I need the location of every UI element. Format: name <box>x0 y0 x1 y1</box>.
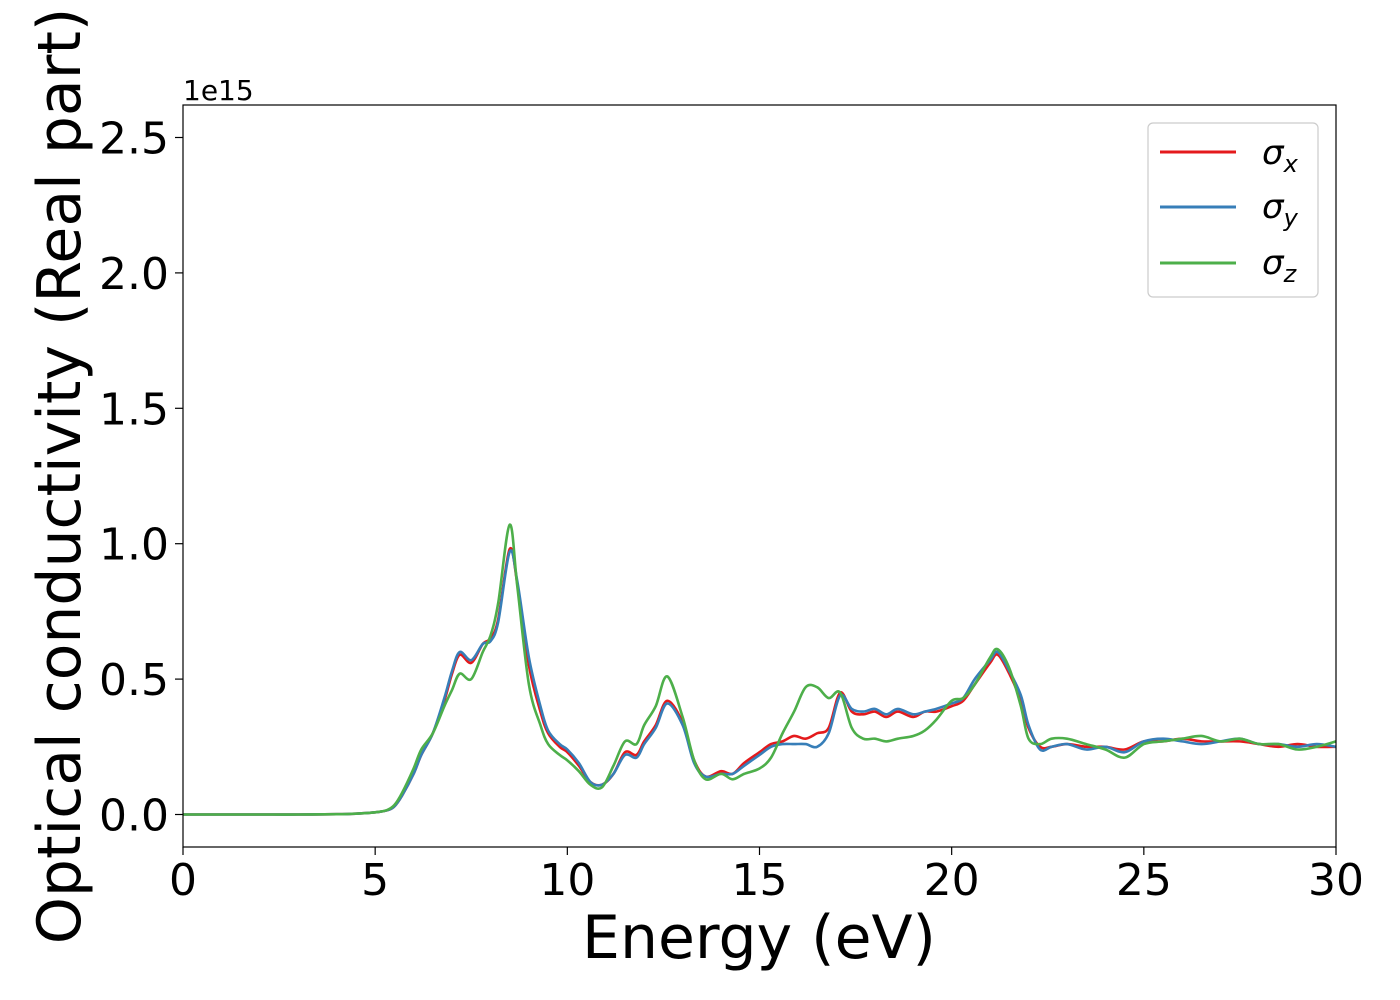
y-tick-label: 1.0 <box>99 520 169 571</box>
x-axis-title: Energy (eV) <box>582 903 936 973</box>
x-tick-label: 30 <box>1308 855 1364 906</box>
ticks-layer: 0 5 10 15 20 25 30 0.0 0.5 1.0 1.5 2.0 2.5 <box>99 113 1364 906</box>
y-axis-title: Optical conductivity (Real part) <box>25 8 95 945</box>
x-tick-label: 5 <box>361 855 389 906</box>
series-layer <box>183 523 1336 816</box>
y-tick-label: 2.0 <box>99 249 169 300</box>
y-tick-label: 0.0 <box>99 791 169 842</box>
y-tick-label: 1.5 <box>99 384 169 435</box>
y-offset-label: 1e15 <box>183 74 254 107</box>
legend-box <box>1147 122 1319 298</box>
series-line-sigma-z <box>183 523 1336 816</box>
x-tick-label: 10 <box>539 855 595 906</box>
legend: σx σy σz <box>1147 122 1319 298</box>
x-tick-label: 25 <box>1116 855 1172 906</box>
y-tick-label: 2.5 <box>99 113 169 164</box>
y-tick-label: 0.5 <box>99 655 169 706</box>
legend-label-sigma-y: σy <box>1262 187 1299 232</box>
x-tick-label: 15 <box>732 855 788 906</box>
x-tick-label: 0 <box>169 855 197 906</box>
x-tick-label: 20 <box>924 855 980 906</box>
series-line-sigma-y <box>183 549 1336 816</box>
legend-label-sigma-x: σx <box>1262 133 1299 178</box>
legend-label-sigma-z: σz <box>1262 243 1298 288</box>
